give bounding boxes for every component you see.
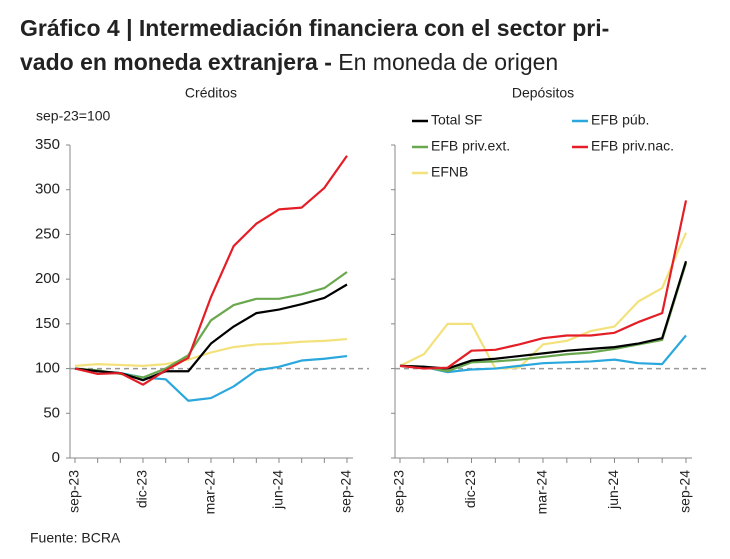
- x-tick-label: sep-24: [677, 470, 693, 513]
- title-line: Gráfico 4 | Intermediación financiera co…: [20, 15, 609, 41]
- x-tick-label: mar-24: [534, 470, 550, 515]
- y-tick-label: 200: [35, 270, 60, 287]
- x-tick-label: dic-23: [134, 470, 150, 508]
- series-line: [399, 200, 688, 370]
- series-line: [74, 354, 348, 402]
- legend-label: Total SF: [431, 112, 482, 128]
- panel-title: Depósitos: [512, 85, 574, 101]
- legend-label: EFB púb.: [591, 112, 649, 128]
- x-tick-label: jun-24: [605, 470, 621, 510]
- y-tick-label: 350: [35, 136, 60, 153]
- title-text: vado en moneda extranjera -: [20, 49, 332, 75]
- y-axis-label: sep-23=100: [36, 108, 111, 124]
- legend-label: EFNB: [431, 164, 468, 180]
- y-tick-label: 50: [43, 404, 60, 421]
- series-line: [74, 337, 348, 367]
- x-tick-label: sep-23: [391, 470, 407, 513]
- series-line: [399, 260, 688, 370]
- x-tick-label: sep-24: [338, 470, 354, 513]
- title-line: vado en moneda extranjera - En moneda de…: [20, 49, 558, 75]
- x-tick-label: jun-24: [270, 470, 286, 510]
- x-tick-label: sep-23: [66, 470, 82, 513]
- subtitle: En moneda de origen: [338, 49, 558, 75]
- source: Fuente: BCRA: [30, 530, 121, 546]
- series-line: [74, 155, 348, 386]
- series-line: [399, 232, 688, 370]
- panel-title: Créditos: [185, 85, 237, 101]
- x-tick-label: dic-23: [462, 470, 478, 508]
- series-line: [399, 262, 688, 373]
- series-line: [74, 271, 348, 379]
- y-tick-label: 0: [52, 449, 60, 466]
- y-tick-label: 150: [35, 315, 60, 332]
- x-tick-label: mar-24: [202, 470, 218, 515]
- legend-label: EFB priv.nac.: [591, 138, 674, 154]
- y-tick-label: 300: [35, 181, 60, 198]
- legend-label: EFB priv.ext.: [431, 138, 510, 154]
- y-tick-label: 250: [35, 225, 60, 242]
- y-tick-label: 100: [35, 360, 60, 377]
